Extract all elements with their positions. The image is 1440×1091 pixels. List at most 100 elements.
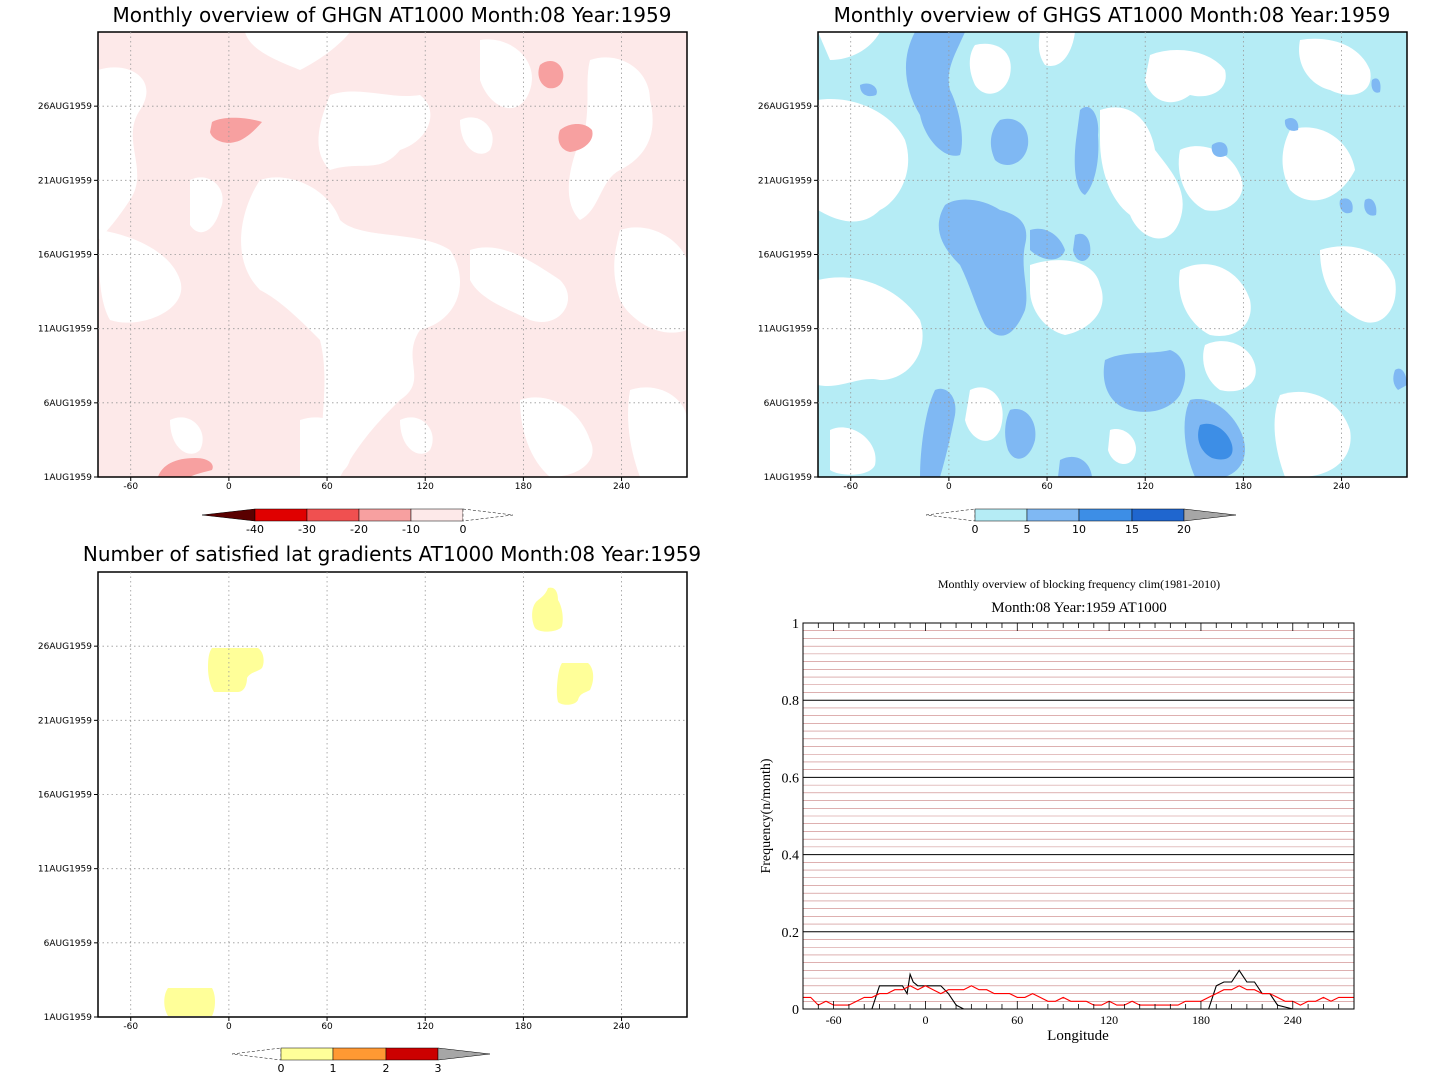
ghgs-cb-seg-1 bbox=[974, 508, 1028, 522]
ghgs-panel: Monthly overview of GHGS AT1000 Month:08… bbox=[758, 3, 1408, 536]
ghgs-cb-label: 0 bbox=[972, 523, 979, 536]
freq-ticks: 0 0.2 0.4 0.6 0.8 1 -60 0 60 120 180 240 bbox=[782, 617, 1355, 1027]
ghgn-y-tick-label: 16AUG1959 bbox=[38, 251, 92, 261]
ghgn-cb-seg-1 bbox=[254, 508, 308, 522]
ghgn-cb-seg-4 bbox=[410, 508, 464, 522]
grad-cb-seg-2 bbox=[332, 1047, 387, 1061]
ghgn-cb-label: 0 bbox=[460, 523, 467, 536]
ghgn-colorbar: -40 -30 -20 -10 0 bbox=[201, 508, 514, 536]
grad-y-tick-label: 1AUG1959 bbox=[44, 1013, 93, 1023]
grad-cb-label: 0 bbox=[278, 1062, 285, 1075]
ghgn-panel: Monthly overview of GHGN AT1000 Month:08… bbox=[38, 3, 688, 536]
ghgs-cb-label: 15 bbox=[1125, 523, 1139, 536]
grad-region bbox=[532, 587, 563, 632]
ghgn-cb-seg-3 bbox=[358, 508, 412, 522]
ghgn-x-tick-label: -60 bbox=[123, 482, 138, 492]
freq-x-tick-label: -60 bbox=[826, 1013, 842, 1027]
ghgs-title: Monthly overview of GHGS AT1000 Month:08… bbox=[834, 3, 1391, 27]
ghgs-y-tick-label: 16AUG1959 bbox=[758, 251, 812, 261]
grad-y-tick-label: 16AUG1959 bbox=[38, 791, 92, 801]
ghgs-x-tick-label: 0 bbox=[946, 482, 952, 492]
ghgn-x-tick-label: 120 bbox=[417, 482, 434, 492]
ghgs-cb-seg-2 bbox=[1026, 508, 1080, 522]
freq-x-tick-label: 180 bbox=[1192, 1013, 1210, 1027]
ghgn-y-tick-label: 6AUG1959 bbox=[44, 399, 93, 409]
ghgn-cb-upper-arrow bbox=[462, 508, 514, 522]
ghgn-x-tick-label: 180 bbox=[515, 482, 532, 492]
ghgs-y-tick-label: 21AUG1959 bbox=[758, 176, 812, 186]
ghgs-cb-label: 5 bbox=[1024, 523, 1031, 536]
freq-x-tick-label: 60 bbox=[1011, 1013, 1023, 1027]
freq-y-tick-label: 1 bbox=[792, 617, 799, 632]
ghgs-x-tick-label: 60 bbox=[1041, 482, 1053, 492]
ghgs-x-tick-label: 180 bbox=[1235, 482, 1252, 492]
freq-x-tick-label: 120 bbox=[1100, 1013, 1118, 1027]
ghgn-cb-seg-2 bbox=[306, 508, 360, 522]
grad-title: Number of satisfied lat gradients AT1000… bbox=[83, 542, 701, 566]
ghgs-cb-label: 10 bbox=[1072, 523, 1086, 536]
grad-y-tick-label: 6AUG1959 bbox=[44, 939, 93, 949]
ghgs-x-tick-label: -60 bbox=[843, 482, 858, 492]
grad-colorbar: 0 1 2 3 bbox=[231, 1047, 491, 1075]
grad-x-tick-label: 60 bbox=[321, 1022, 333, 1032]
ghgn-x-tick-label: 60 bbox=[321, 482, 333, 492]
ghgn-y-tick-label: 26AUG1959 bbox=[38, 102, 92, 112]
grad-region bbox=[556, 663, 594, 705]
freq-subtitle: Month:08 Year:1959 AT1000 bbox=[991, 600, 1166, 616]
freq-series-line-1 bbox=[803, 985, 1354, 1006]
freq-x-tick-label: 240 bbox=[1284, 1013, 1302, 1027]
freq-series-line-0 bbox=[803, 969, 1354, 1009]
ghgs-y-tick-label: 1AUG1959 bbox=[764, 473, 813, 483]
grad-y-tick-label: 26AUG1959 bbox=[38, 642, 92, 652]
ghgn-x-tick-label: 240 bbox=[613, 482, 630, 492]
ghgs-y-tick-label: 6AUG1959 bbox=[764, 399, 813, 409]
ghgs-cb-label: 20 bbox=[1177, 523, 1191, 536]
ghgn-cb-label: -10 bbox=[402, 523, 420, 536]
ghgn-y-tick-label: 11AUG1959 bbox=[38, 325, 92, 335]
ghgn-x-tick-label: 0 bbox=[226, 482, 232, 492]
grad-x-tick-label: 0 bbox=[226, 1022, 232, 1032]
ghgn-y-tick-label: 1AUG1959 bbox=[44, 473, 93, 483]
grad-cb-label: 3 bbox=[435, 1062, 442, 1075]
ghgs-y-tick-label: 11AUG1959 bbox=[758, 325, 812, 335]
ghgs-cb-seg-4 bbox=[1131, 508, 1185, 522]
grad-cb-label: 2 bbox=[383, 1062, 390, 1075]
freq-grid bbox=[803, 630, 1354, 1002]
grad-cb-seg-1 bbox=[280, 1047, 334, 1061]
grad-cb-upper-arrow bbox=[437, 1047, 491, 1061]
grad-panel: Number of satisfied lat gradients AT1000… bbox=[38, 542, 701, 1075]
freq-ylabel: Frequency(n/month) bbox=[759, 758, 774, 873]
ghgs-y-tick-label: 26AUG1959 bbox=[758, 102, 812, 112]
freq-y-tick-label: 0 bbox=[792, 1003, 799, 1018]
grad-y-tick-label: 21AUG1959 bbox=[38, 716, 92, 726]
grad-x-tick-label: 240 bbox=[613, 1022, 630, 1032]
freq-x-tick-label: 0 bbox=[922, 1013, 928, 1027]
ghgs-colorbar: 0 5 10 15 20 bbox=[925, 508, 1237, 536]
freq-title: Monthly overview of blocking frequency c… bbox=[938, 577, 1220, 591]
grad-cb-label: 1 bbox=[330, 1062, 337, 1075]
grad-x-tick-label: 120 bbox=[417, 1022, 434, 1032]
freq-y-tick-label: 0.2 bbox=[782, 926, 800, 941]
grad-region bbox=[164, 988, 215, 1016]
ghgn-y-tick-label: 21AUG1959 bbox=[38, 176, 92, 186]
freq-y-tick-label: 0.6 bbox=[782, 771, 800, 786]
grad-x-tick-label: -60 bbox=[123, 1022, 138, 1032]
ghgn-cb-label: -40 bbox=[246, 523, 264, 536]
freq-y-tick-label: 0.8 bbox=[782, 694, 800, 709]
ghgs-cb-lower-arrow bbox=[925, 508, 976, 522]
freq-panel: Monthly overview of blocking frequency c… bbox=[759, 577, 1355, 1044]
ghgs-cb-upper-arrow bbox=[1183, 508, 1237, 522]
freq-series bbox=[803, 969, 1354, 1009]
ghgs-x-tick-label: 240 bbox=[1333, 482, 1350, 492]
ghgs-x-tick-label: 120 bbox=[1137, 482, 1154, 492]
grad-cb-lower-arrow bbox=[231, 1047, 282, 1061]
ghgn-title: Monthly overview of GHGN AT1000 Month:08… bbox=[113, 3, 672, 27]
ghgn-cb-lower-arrow bbox=[201, 508, 256, 522]
grad-x-tick-label: 180 bbox=[515, 1022, 532, 1032]
grad-y-tick-label: 11AUG1959 bbox=[38, 865, 92, 875]
freq-xlabel: Longitude bbox=[1047, 1028, 1109, 1044]
freq-y-tick-label: 0.4 bbox=[782, 849, 800, 864]
grad-cb-seg-3 bbox=[385, 1047, 439, 1061]
ghgn-cb-label: -30 bbox=[298, 523, 316, 536]
